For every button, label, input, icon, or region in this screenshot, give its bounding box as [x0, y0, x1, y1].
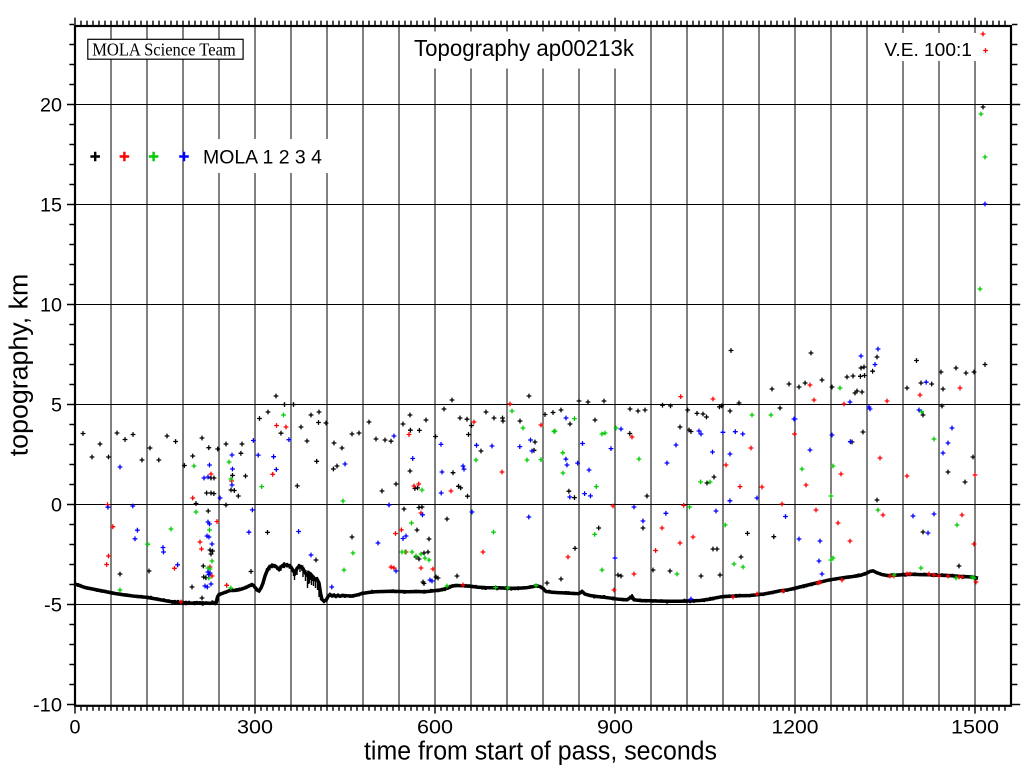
- svg-text:0: 0: [70, 718, 81, 739]
- svg-text:20: 20: [40, 96, 62, 117]
- svg-text:V.E. 100:1: V.E. 100:1: [884, 39, 972, 60]
- svg-text:300: 300: [237, 718, 273, 739]
- svg-text:600: 600: [417, 718, 453, 739]
- svg-text:10: 10: [40, 296, 62, 317]
- svg-text:0: 0: [51, 496, 62, 517]
- svg-text:15: 15: [40, 196, 62, 217]
- svg-text:Topography ap00213k: Topography ap00213k: [414, 35, 634, 61]
- svg-text:time from start of pass, secon: time from start of pass, seconds: [364, 738, 717, 766]
- svg-text:-5: -5: [44, 596, 62, 617]
- svg-text:1500: 1500: [951, 718, 999, 739]
- svg-text:5: 5: [51, 396, 62, 417]
- svg-text:1200: 1200: [772, 718, 819, 739]
- svg-text:topography, km: topography, km: [6, 274, 34, 457]
- svg-text:900: 900: [597, 718, 633, 739]
- svg-text:MOLA 1 2 3 4: MOLA 1 2 3 4: [203, 147, 322, 169]
- svg-text:MOLA Science Team: MOLA Science Team: [92, 39, 236, 59]
- svg-text:-10: -10: [33, 696, 62, 717]
